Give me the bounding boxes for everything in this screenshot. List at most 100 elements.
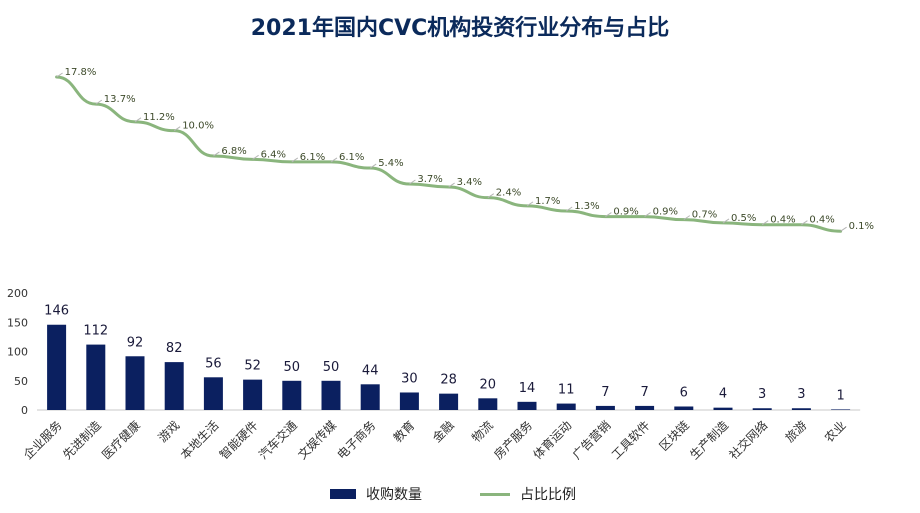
- legend: 收购数量 占比比例: [330, 484, 634, 504]
- percent-leader: [134, 117, 142, 123]
- bar-value-label: 28: [440, 373, 457, 388]
- percent-label: 0.7%: [692, 210, 717, 221]
- percent-leader: [683, 215, 691, 221]
- percent-label: 13.7%: [104, 94, 136, 105]
- bar: [203, 377, 223, 410]
- bar-value-label: 7: [640, 385, 648, 400]
- category-label: 先进制造: [60, 418, 104, 462]
- bar: [439, 393, 459, 410]
- bar: [752, 408, 772, 410]
- category-label: 生产制造: [687, 418, 731, 462]
- bar: [556, 403, 576, 410]
- percent-label: 6.1%: [339, 152, 364, 163]
- legend-label-bar: 收购数量: [366, 487, 422, 503]
- bar: [243, 379, 263, 410]
- percent-label: 0.1%: [849, 221, 874, 232]
- percent-label: 0.9%: [653, 207, 678, 218]
- category-label: 工具软件: [609, 418, 653, 462]
- bar-value-label: 92: [127, 335, 144, 350]
- y-tick-label: 100: [7, 346, 28, 359]
- bar-value-label: 11: [558, 383, 575, 398]
- percent-leader: [95, 99, 103, 105]
- legend-item-line: 占比比例: [480, 484, 576, 504]
- percent-label: 6.1%: [300, 152, 325, 163]
- bar-value-label: 44: [362, 363, 379, 378]
- bar: [595, 405, 615, 410]
- percent-label: 11.2%: [143, 112, 175, 123]
- percent-label: 3.7%: [417, 174, 442, 185]
- percent-label: 1.7%: [535, 196, 560, 207]
- category-label: 体育运动: [530, 418, 575, 463]
- percent-label: 2.4%: [496, 188, 521, 199]
- category-label: 医疗健康: [99, 418, 144, 463]
- percent-label: 6.8%: [221, 146, 246, 157]
- percent-label: 3.4%: [457, 177, 482, 188]
- category-label: 电子商务: [334, 418, 379, 463]
- bar: [674, 406, 694, 410]
- bar-value-label: 7: [601, 385, 609, 400]
- percent-leader: [369, 163, 377, 169]
- category-label: 教育: [390, 418, 418, 446]
- bar-value-label: 20: [480, 377, 497, 392]
- category-label: 智能硬件: [216, 418, 261, 463]
- percent-label: 0.5%: [731, 213, 756, 224]
- percent-leader: [56, 72, 63, 78]
- bar: [791, 408, 811, 410]
- category-label: 旅游: [783, 418, 810, 445]
- y-tick-label: 0: [21, 404, 28, 417]
- bar-value-label: 1: [836, 388, 844, 403]
- bar: [713, 407, 733, 410]
- category-label: 物流: [469, 418, 496, 445]
- bar-value-label: 50: [323, 360, 340, 375]
- legend-swatch-bar: [330, 489, 356, 499]
- percent-label: 0.4%: [809, 215, 834, 226]
- y-tick-label: 50: [14, 375, 28, 388]
- category-label: 企业服务: [20, 418, 65, 463]
- bar: [360, 384, 380, 410]
- category-label: 农业: [822, 418, 849, 445]
- percent-leader: [526, 201, 534, 207]
- legend-swatch-line: [480, 492, 510, 496]
- chart-title: 2021年国内CVC机构投资行业分布与占比: [250, 16, 670, 41]
- percent-leader: [330, 157, 338, 163]
- category-label: 广告营销: [570, 418, 614, 462]
- percent-leader: [565, 206, 573, 212]
- y-tick-label: 150: [7, 316, 28, 329]
- percent-leader: [761, 220, 769, 226]
- bar-value-label: 56: [205, 356, 222, 371]
- bar-value-label: 4: [719, 387, 727, 402]
- percent-leader: [213, 151, 220, 157]
- series-line: [55, 75, 843, 233]
- bar-value-label: 14: [519, 381, 536, 396]
- bar: [282, 380, 302, 410]
- bar: [399, 392, 419, 410]
- category-label: 汽车交通: [255, 418, 300, 463]
- percent-label: 17.8%: [65, 67, 97, 78]
- percent-label: 5.4%: [378, 158, 403, 169]
- percent-leader: [409, 179, 416, 185]
- bar-value-label: 30: [401, 371, 418, 386]
- percent-leader: [291, 157, 299, 163]
- bar-value-label: 6: [680, 385, 688, 400]
- category-label: 本地生活: [178, 418, 222, 462]
- bar-value-label: 146: [44, 304, 69, 319]
- percent-leader: [644, 212, 651, 217]
- category-label: 游戏: [155, 418, 182, 445]
- bar-value-label: 50: [284, 360, 301, 375]
- bar-value-label: 3: [797, 387, 805, 402]
- percent-label: 6.4%: [261, 149, 286, 160]
- category-label: 金融: [429, 418, 457, 446]
- percent-label: 10.0%: [182, 121, 214, 132]
- bar: [517, 401, 537, 410]
- bar-value-label: 112: [83, 324, 108, 339]
- bar-value-label: 82: [166, 341, 183, 356]
- percent-leader: [605, 212, 612, 217]
- bar-value-label: 3: [758, 387, 766, 402]
- percent-label: 0.4%: [770, 215, 795, 226]
- category-label: 文娱传媒: [295, 418, 340, 463]
- bar: [86, 344, 106, 410]
- percent-leader: [801, 220, 808, 226]
- percent-leader: [722, 218, 730, 224]
- bar: [47, 324, 67, 410]
